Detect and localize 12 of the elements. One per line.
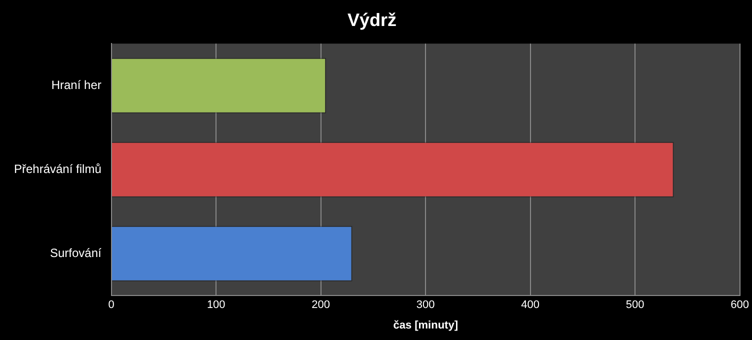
x-tick-label: 600 [730,299,750,312]
x-tick-label: 400 [521,299,540,312]
x-tick-label: 300 [416,299,435,312]
y-tick-label: Surfování [50,246,102,260]
y-tick-label: Hraní her [51,78,102,92]
chart-title: Výdrž [347,10,397,30]
x-tick-label: 0 [108,299,114,312]
x-tick-label: 500 [626,299,644,312]
x-tick-label: 100 [206,299,226,312]
x-axis-title: čas [minuty] [393,319,458,332]
x-tick-label: 200 [312,299,330,312]
y-tick-label: Přehrávání filmů [14,162,102,176]
